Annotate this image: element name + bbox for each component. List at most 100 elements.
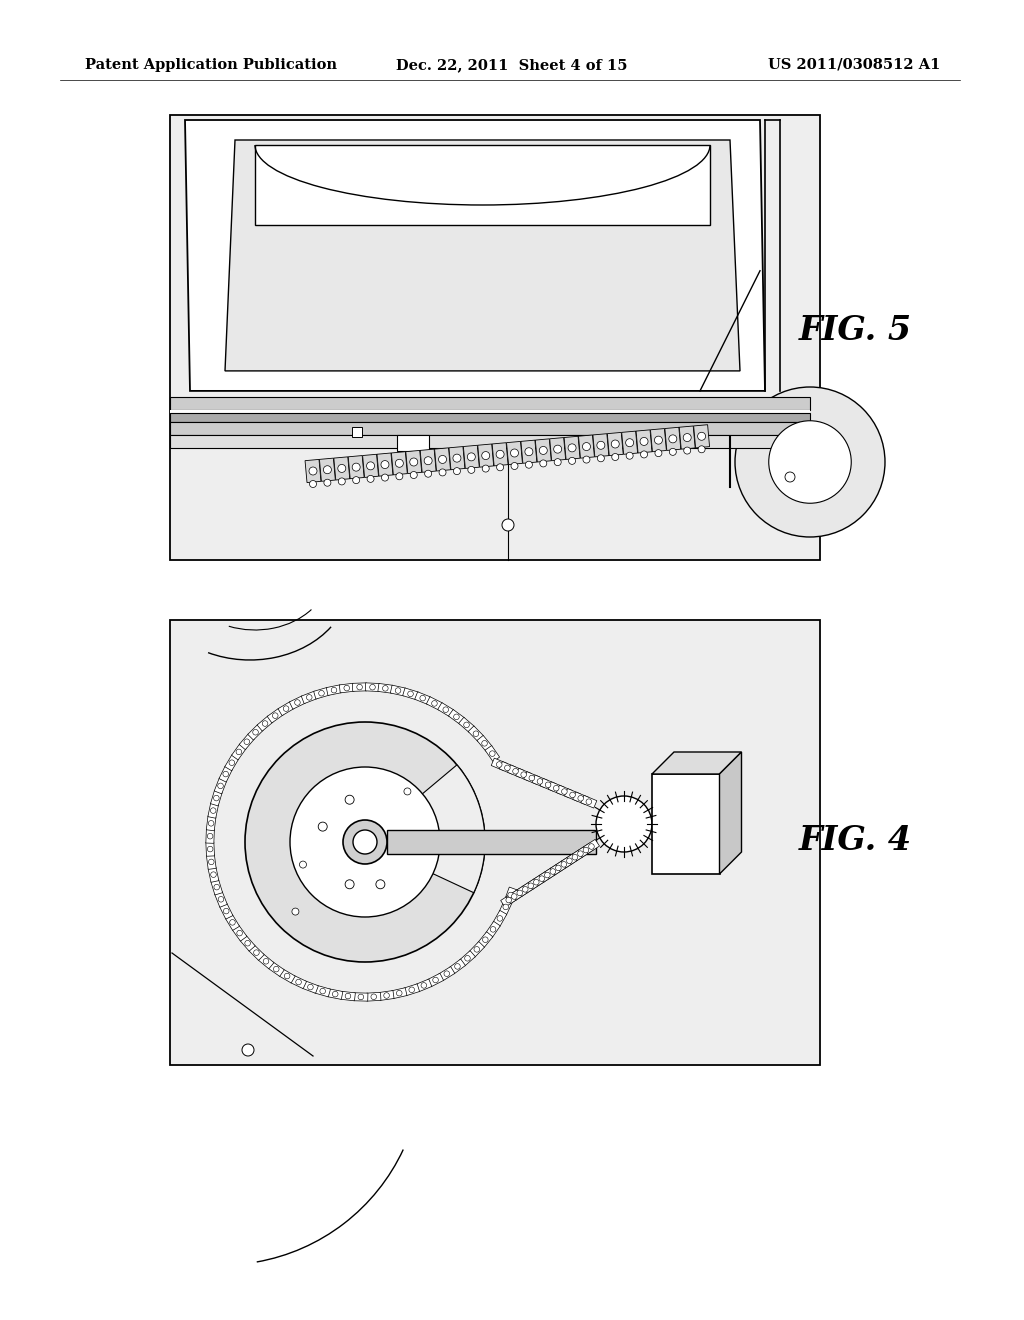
- Circle shape: [338, 478, 345, 484]
- Polygon shape: [593, 434, 609, 457]
- Circle shape: [396, 473, 402, 479]
- Circle shape: [299, 861, 306, 869]
- Circle shape: [383, 685, 388, 692]
- Polygon shape: [367, 993, 381, 1001]
- Circle shape: [506, 898, 512, 903]
- Circle shape: [550, 869, 556, 874]
- Circle shape: [611, 454, 618, 461]
- Polygon shape: [255, 145, 710, 224]
- Circle shape: [229, 920, 236, 925]
- Polygon shape: [665, 428, 681, 450]
- Circle shape: [273, 966, 280, 972]
- Circle shape: [655, 450, 662, 457]
- Circle shape: [263, 958, 269, 964]
- Circle shape: [218, 896, 224, 902]
- Polygon shape: [379, 990, 394, 1001]
- Circle shape: [395, 459, 403, 467]
- Polygon shape: [185, 120, 765, 391]
- Circle shape: [384, 993, 389, 998]
- Circle shape: [324, 479, 331, 486]
- Circle shape: [554, 445, 562, 453]
- Circle shape: [209, 859, 214, 865]
- Polygon shape: [378, 684, 393, 693]
- Circle shape: [522, 887, 528, 892]
- Circle shape: [210, 808, 216, 813]
- Polygon shape: [240, 734, 254, 750]
- Polygon shape: [522, 879, 539, 892]
- Polygon shape: [290, 696, 305, 709]
- Circle shape: [670, 449, 676, 455]
- Circle shape: [410, 458, 418, 466]
- Circle shape: [245, 722, 485, 962]
- Circle shape: [229, 760, 234, 766]
- Circle shape: [242, 1044, 254, 1056]
- Circle shape: [223, 771, 228, 777]
- Circle shape: [683, 433, 691, 442]
- Polygon shape: [517, 882, 534, 896]
- Polygon shape: [232, 925, 247, 941]
- Polygon shape: [545, 865, 561, 879]
- Circle shape: [284, 706, 289, 711]
- Polygon shape: [449, 709, 465, 725]
- Polygon shape: [390, 685, 406, 696]
- Circle shape: [285, 973, 290, 979]
- Circle shape: [566, 858, 572, 863]
- Circle shape: [626, 453, 633, 459]
- Circle shape: [295, 700, 300, 705]
- Circle shape: [421, 982, 427, 989]
- Circle shape: [318, 822, 328, 832]
- Polygon shape: [302, 981, 318, 993]
- Circle shape: [245, 940, 251, 946]
- Polygon shape: [607, 433, 624, 455]
- Circle shape: [296, 979, 301, 985]
- Polygon shape: [500, 762, 515, 775]
- Circle shape: [539, 876, 545, 882]
- Polygon shape: [267, 709, 284, 723]
- Circle shape: [583, 442, 591, 450]
- Polygon shape: [485, 746, 500, 762]
- Polygon shape: [499, 899, 512, 915]
- Circle shape: [453, 454, 461, 462]
- Circle shape: [371, 994, 377, 999]
- Polygon shape: [225, 140, 740, 371]
- Circle shape: [508, 892, 513, 898]
- Circle shape: [272, 713, 279, 718]
- Circle shape: [596, 796, 652, 851]
- Polygon shape: [339, 684, 354, 693]
- Polygon shape: [219, 903, 232, 919]
- Circle shape: [578, 796, 584, 801]
- Circle shape: [432, 701, 437, 706]
- Polygon shape: [406, 450, 422, 474]
- Polygon shape: [556, 857, 572, 871]
- Polygon shape: [249, 945, 264, 961]
- Circle shape: [583, 457, 590, 463]
- Circle shape: [490, 927, 496, 932]
- Circle shape: [654, 436, 663, 444]
- Polygon shape: [434, 447, 451, 471]
- Circle shape: [464, 722, 469, 727]
- Circle shape: [237, 931, 243, 936]
- Circle shape: [611, 440, 620, 447]
- Circle shape: [511, 462, 518, 470]
- Circle shape: [640, 437, 648, 445]
- Circle shape: [545, 873, 550, 878]
- Polygon shape: [214, 777, 226, 793]
- Circle shape: [338, 465, 346, 473]
- Polygon shape: [328, 989, 343, 999]
- Polygon shape: [427, 973, 443, 987]
- Circle shape: [468, 466, 475, 474]
- Bar: [171, 620, 819, 1064]
- Circle shape: [735, 387, 885, 537]
- Polygon shape: [208, 867, 219, 882]
- Circle shape: [425, 470, 432, 478]
- Polygon shape: [564, 437, 580, 459]
- Polygon shape: [550, 861, 566, 875]
- Polygon shape: [391, 987, 407, 999]
- Polygon shape: [420, 449, 436, 473]
- Circle shape: [358, 994, 364, 999]
- Bar: [352, 426, 362, 437]
- Circle shape: [443, 708, 449, 713]
- Polygon shape: [516, 768, 531, 781]
- Polygon shape: [536, 438, 551, 462]
- Text: FIG. 4: FIG. 4: [799, 824, 911, 857]
